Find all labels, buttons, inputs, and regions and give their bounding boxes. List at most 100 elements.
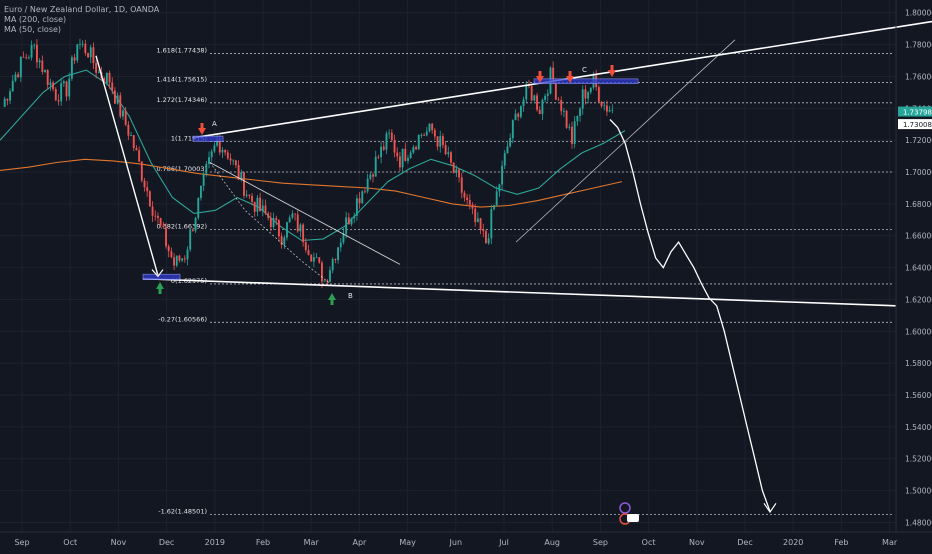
candle-body — [409, 152, 412, 158]
down-arrow-marker — [536, 76, 544, 83]
ma50-legend[interactable]: MA (50, close) — [4, 25, 62, 34]
event-badge — [627, 514, 639, 522]
candle-body — [581, 89, 584, 109]
up-arrow-marker — [156, 282, 164, 289]
candle-body — [366, 178, 369, 192]
candle-body — [589, 87, 592, 93]
candle-body — [156, 215, 159, 218]
ma200-legend[interactable]: MA (200, close) — [4, 15, 67, 24]
candle-body — [407, 157, 409, 161]
candle-body — [501, 165, 504, 185]
candle-body — [261, 205, 264, 212]
candle-body — [312, 257, 315, 262]
candle-body — [229, 158, 232, 161]
candle-body — [382, 146, 385, 150]
candle-body — [89, 47, 92, 58]
candle-body — [162, 225, 165, 228]
candle-body — [398, 156, 401, 168]
candle-body — [315, 257, 318, 259]
candle-body — [353, 215, 356, 219]
candle-body — [113, 90, 116, 104]
candle-body — [576, 115, 579, 122]
candle-body — [347, 217, 350, 225]
candle-body — [495, 191, 498, 206]
candle-body — [251, 195, 253, 202]
candle-body — [468, 200, 471, 205]
x-tick-label: 2020 — [783, 538, 803, 547]
x-tick-label: Oct — [642, 538, 656, 547]
down-arrow-marker — [198, 128, 206, 135]
candle-body — [191, 229, 194, 231]
candle-body — [364, 191, 366, 193]
candle-body — [127, 124, 130, 136]
y-tick-label: 1.60000 — [905, 327, 932, 336]
candle-body — [111, 82, 114, 91]
trendline-drawings — [95, 20, 932, 514]
candle-body — [587, 92, 590, 99]
candle-body — [608, 110, 611, 112]
candle-body — [536, 95, 538, 110]
candle-body — [79, 44, 81, 45]
candle-body — [65, 81, 68, 97]
candle-body — [76, 44, 79, 61]
candle-body — [377, 156, 380, 158]
fib-level-label: 1.272(1.74346) — [156, 96, 207, 104]
candle-body — [493, 205, 495, 210]
candle-body — [455, 169, 458, 173]
candle-body — [323, 280, 326, 282]
candle-body — [272, 218, 275, 227]
candle-body — [487, 238, 490, 244]
candle-body — [355, 198, 358, 216]
candle-body — [138, 150, 141, 162]
candle-body — [277, 220, 280, 237]
candle-body — [369, 174, 372, 179]
candle-body — [554, 83, 557, 100]
candle-body — [130, 135, 132, 136]
candle-body — [108, 72, 111, 83]
candle-body — [135, 148, 138, 151]
fibonacci-levels: 1.618(1.77438) 1.414(1.75615) 1.272(1.7434… — [156, 47, 893, 515]
fib-level-label: -0.27(1.60566) — [158, 315, 207, 323]
candle-body — [178, 255, 181, 261]
candle-body — [68, 78, 71, 97]
x-tick-label: Jun — [449, 538, 463, 547]
candle-body — [46, 69, 49, 85]
x-tick-label: Dec — [737, 538, 752, 547]
candle-body — [183, 258, 186, 260]
candle-body — [533, 95, 536, 101]
candle-body — [143, 180, 146, 188]
candle-body — [95, 63, 98, 73]
candle-body — [350, 218, 353, 225]
lower-trendline — [142, 277, 897, 307]
down-arrow-stem — [568, 71, 572, 76]
candle-body — [54, 89, 57, 101]
candle-body — [450, 152, 452, 163]
candle-body — [27, 57, 30, 59]
candle-body — [326, 280, 329, 282]
candle-body — [436, 136, 439, 147]
y-tick-label: 1.48000 — [905, 518, 932, 527]
candle-body — [541, 99, 544, 115]
candle-body — [415, 147, 417, 150]
candle-body — [288, 217, 291, 223]
symbol-title[interactable]: Euro / New Zealand Dollar, 1D, OANDA — [4, 5, 160, 14]
candle-body — [404, 148, 407, 161]
candle-body — [213, 145, 216, 152]
candle-body — [390, 132, 393, 140]
y-tick-label: 1.70000 — [905, 168, 932, 177]
ma200-line — [0, 158, 623, 208]
candle-body — [256, 197, 259, 212]
candle-body — [103, 78, 106, 84]
candle-body — [334, 259, 337, 260]
candle-body — [552, 67, 555, 84]
candle-body — [224, 149, 227, 153]
candle-body — [485, 231, 487, 244]
candle-body — [291, 213, 294, 218]
candle-body — [81, 43, 84, 45]
candle-body — [571, 126, 573, 144]
current-price-badge — [898, 106, 932, 117]
candle-body — [173, 257, 176, 266]
candle-body — [194, 217, 197, 231]
